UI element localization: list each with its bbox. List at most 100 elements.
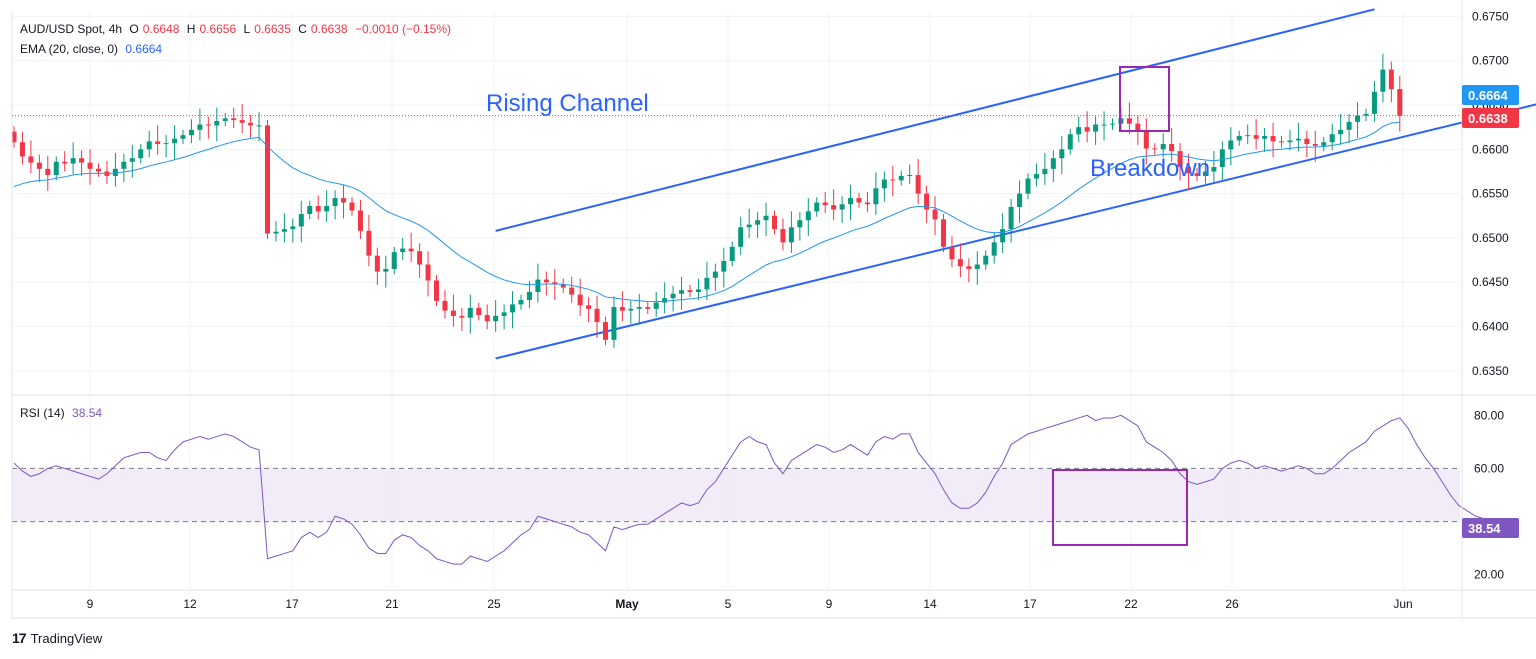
candle-body: [636, 307, 642, 309]
candle-body: [239, 120, 245, 123]
candle-body: [374, 255, 380, 272]
candle-bear: [1126, 102, 1132, 135]
candle-bull: [636, 293, 642, 325]
rsi-value: 38.54: [72, 406, 103, 420]
candle-bull: [1329, 123, 1335, 151]
x-tick-label: 21: [385, 597, 399, 611]
candle-bear: [687, 284, 693, 298]
candle-body: [619, 307, 625, 311]
candle-body: [62, 161, 68, 164]
candle-body: [79, 158, 85, 163]
candle-bull: [721, 247, 727, 288]
rsi-14-line: [13, 414, 1502, 565]
candle-body: [1388, 69, 1394, 90]
ema-20-line: [13, 121, 1400, 303]
candle-body: [653, 302, 659, 309]
candle-bear: [374, 247, 380, 285]
candle-bear: [450, 294, 456, 327]
candle-body: [577, 294, 583, 306]
x-tick-label: May: [615, 597, 639, 611]
candle-body: [1363, 113, 1369, 116]
candle-body: [822, 202, 828, 206]
candle-bull: [1287, 129, 1293, 151]
rsi-tick-label: 20.00: [1474, 568, 1504, 582]
rsi-line: [13, 414, 1502, 565]
ema-line: [13, 121, 1400, 303]
candle-body: [273, 231, 279, 234]
ema-price-badge-bg: [1462, 85, 1519, 105]
candle-body: [1169, 144, 1175, 152]
candle-body: [129, 158, 135, 162]
candle-bull: [307, 200, 313, 220]
candle-body: [1050, 158, 1056, 169]
candle-body: [1067, 134, 1073, 150]
candle-bull: [898, 170, 904, 186]
candle-bear: [442, 290, 448, 319]
candle-body: [881, 179, 887, 189]
candle-body: [1152, 148, 1158, 150]
symbol-title: AUD/USD Spot, 4h: [20, 22, 123, 36]
candle-body: [450, 310, 456, 316]
tradingview-brand[interactable]: 17 TradingView: [12, 630, 102, 646]
close-value: 0.6638: [310, 22, 348, 36]
candle-bear: [772, 210, 777, 235]
y-tick-label: 0.6550: [1472, 187, 1509, 201]
candle-body: [966, 266, 972, 269]
rsi-header: RSI (14) 38.54: [20, 406, 106, 420]
candle-body: [695, 289, 701, 292]
candle-body: [543, 279, 549, 283]
candle-body: [1008, 206, 1014, 230]
candle-bull: [881, 171, 887, 202]
breakdown-label: Breakdown: [1090, 155, 1210, 182]
candle-body: [417, 251, 423, 265]
candle-body: [1355, 115, 1361, 122]
rsi-value-badge-bg: [1462, 518, 1519, 538]
candle-bull: [518, 294, 524, 310]
candle-body: [1397, 89, 1403, 116]
candle-body: [974, 264, 980, 269]
candle-bear: [62, 151, 68, 172]
candle-bull: [467, 294, 473, 334]
candle-bull: [1042, 152, 1048, 185]
candle-body: [19, 142, 25, 157]
candle-bear: [425, 251, 431, 297]
candle-body: [155, 141, 161, 145]
candle-bear: [586, 297, 592, 323]
candle-bear: [366, 214, 372, 267]
candle-bear: [1186, 153, 1192, 190]
candle-bull: [797, 212, 803, 241]
candle-body: [983, 255, 989, 265]
candle-bear: [87, 149, 93, 185]
candle-body: [915, 175, 921, 194]
rsi-value-badge: 38.54: [1462, 518, 1519, 538]
rsi-tick-label: 60.00: [1474, 461, 1504, 475]
candle-bull: [214, 107, 220, 142]
candle-bear: [1177, 143, 1183, 181]
candle-bull: [1245, 124, 1251, 145]
candle-body: [569, 287, 575, 295]
candle-body: [1371, 91, 1377, 114]
candle-body: [1279, 141, 1284, 143]
candle-bear: [96, 163, 101, 177]
x-tick-label: 12: [183, 597, 197, 611]
candle-body: [1143, 131, 1149, 149]
candle-body: [839, 204, 845, 210]
candle-body: [941, 219, 946, 247]
candle-body: [87, 162, 93, 169]
candle-bull: [1050, 150, 1056, 183]
rsi-highlight-box: [1052, 469, 1188, 546]
candle-body: [172, 138, 178, 144]
candle-bull: [679, 276, 685, 310]
last-price-badge-text: 0.6638: [1468, 111, 1508, 126]
y-tick-label: 0.6750: [1472, 9, 1509, 23]
rsi-value-badge-text: 38.54: [1468, 521, 1501, 536]
ema-value: 0.6664: [125, 42, 163, 56]
x-tick-label: 26: [1225, 597, 1239, 611]
y-tick-label: 0.6450: [1472, 275, 1509, 289]
candles[interactable]: [11, 53, 1403, 348]
candle-body: [1253, 135, 1259, 139]
candle-bull: [197, 108, 203, 141]
candle-bull: [501, 304, 507, 330]
candle-body: [256, 125, 262, 127]
